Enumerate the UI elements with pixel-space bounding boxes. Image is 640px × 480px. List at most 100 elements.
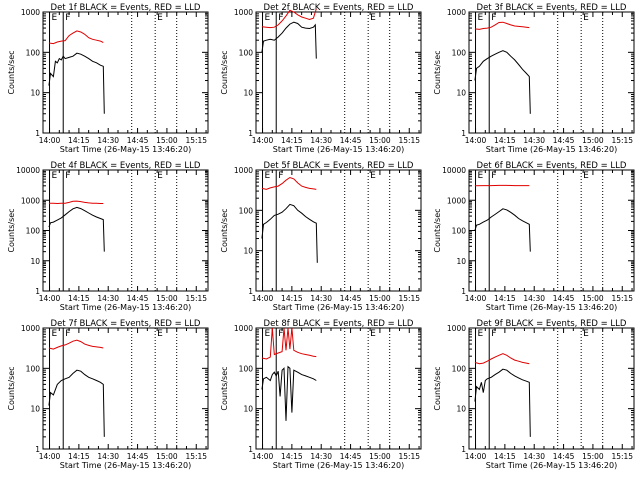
marker-label: E [265,13,271,23]
x-tick-label: 14:15 [494,452,516,461]
y-axis-label: Counts/sec [433,366,442,410]
marker-label: E [478,171,484,181]
y-tick-label: 1000 [21,196,40,205]
y-tick-label: 1 [461,287,466,296]
y-tick-label: 1000 [234,8,253,17]
y-tick-label: 10 [456,89,466,98]
plot-frame [255,169,422,292]
x-tick-label: 14:00 [252,294,274,303]
plot-frame [42,327,209,450]
panel-8: Det 8f BLACK = Events, RED = LLD 1 10 100 10… [220,319,422,470]
x-tick-label: 14:45 [553,294,575,303]
x-tick-label: 14:45 [127,294,149,303]
series-line-events [474,50,531,114]
x-tick-label: 14:45 [553,136,575,145]
x-tick-label: 14:00 [465,294,487,303]
marker-label: E [157,329,163,339]
y-tick-label: 100 [452,48,467,57]
panel-title: Det 1f BLACK = Events, RED = LLD [51,3,201,13]
marker-label: F [278,329,283,339]
panel-3: Det 3f BLACK = Events, RED = LLD 1 10 100 10… [433,3,635,154]
y-axis-label: Counts/sec [7,208,16,252]
y-tick-label: 10 [456,257,466,266]
x-tick-label: 14:15 [281,136,303,145]
series-line-lld [474,21,530,30]
series-line-events [261,203,318,263]
y-tick-label: 10000 [442,166,466,175]
x-tick-label: 14:30 [97,136,119,145]
panel-7: Det 7f BLACK = Events, RED = LLD 1 10 100 10… [7,319,209,470]
x-tick-label: 15:00 [156,136,178,145]
x-tick-label: 14:00 [465,452,487,461]
y-tick-label: 1 [248,129,253,138]
series-line-events [48,206,105,252]
y-axis-label: Counts/sec [7,366,16,410]
plot-frame [255,11,422,134]
marker-label: E [157,171,163,181]
y-axis-label: Counts/sec [220,366,229,410]
panel-title: Det 6f BLACK = Events, RED = LLD [477,161,627,171]
panel-5: Det 5f BLACK = Events, RED = LLD 1 10 100 10… [220,161,422,312]
x-tick-label: 14:00 [39,294,61,303]
x-tick-label: 15:15 [185,452,207,461]
marker-label: F [65,13,70,23]
x-tick-label: 14:00 [39,136,61,145]
y-axis-label: Counts/sec [433,208,442,252]
x-tick-label: 15:15 [611,136,633,145]
y-tick-label: 1000 [447,324,466,333]
panel-title: Det 3f BLACK = Events, RED = LLD [477,3,627,13]
y-tick-label: 100 [239,206,254,215]
x-tick-label: 14:30 [97,294,119,303]
marker-label: E [52,13,58,23]
marker-label: E [265,329,271,339]
marker-label: E [157,13,163,23]
marker-label: E [52,171,58,181]
series-line-lld [48,30,104,45]
x-tick-label: 14:00 [252,452,274,461]
series-line-events [261,365,317,421]
series-line-events [474,368,531,437]
series-line-lld [474,353,530,365]
x-tick-label: 15:15 [398,136,420,145]
x-axis-label: Start Time (26-May-15 13:46:20) [486,461,617,470]
x-tick-label: 14:45 [340,136,362,145]
y-tick-label: 1000 [234,166,253,175]
marker-label: E [478,13,484,23]
marker-label: E [478,329,484,339]
marker-label: F [491,329,496,339]
series-line-lld [261,176,317,190]
marker-label: E [370,329,376,339]
x-tick-label: 14:45 [340,452,362,461]
series-line-events [474,208,531,252]
panel-4: Det 4f BLACK = Events, RED = LLD 1 10 100 10… [7,161,209,312]
marker-label: E [265,171,271,181]
plot-frame [42,11,209,134]
x-tick-label: 15:15 [611,452,633,461]
marker-label: E [583,171,589,181]
x-tick-label: 14:00 [39,452,61,461]
panel-title: Det 5f BLACK = Events, RED = LLD [264,161,414,171]
x-tick-label: 14:30 [523,452,545,461]
x-tick-label: 14:45 [553,452,575,461]
x-tick-label: 14:15 [494,136,516,145]
x-tick-label: 14:15 [281,294,303,303]
x-tick-label: 15:00 [369,452,391,461]
y-axis-label: Counts/sec [433,50,442,94]
y-tick-label: 10000 [16,166,40,175]
y-axis-label: Counts/sec [7,50,16,94]
x-axis-label: Start Time (26-May-15 13:46:20) [60,461,191,470]
y-tick-label: 100 [26,227,41,236]
marker-label: F [65,171,70,181]
y-tick-label: 1000 [447,196,466,205]
x-tick-label: 15:00 [156,294,178,303]
y-tick-label: 100 [26,364,41,373]
panel-1: Det 1f BLACK = Events, RED = LLD 1 10 100 10… [7,3,209,154]
series-line-lld [48,339,104,350]
x-tick-label: 15:15 [185,294,207,303]
marker-label: E [370,13,376,23]
panel-title: Det 4f BLACK = Events, RED = LLD [51,161,201,171]
plot-frame [42,169,209,292]
plot-frame [255,327,422,450]
y-tick-label: 1 [461,445,466,454]
